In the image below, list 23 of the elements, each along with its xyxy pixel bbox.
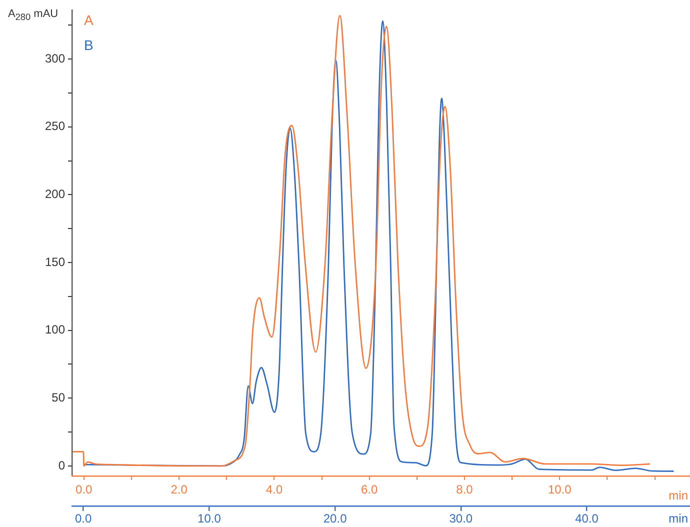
x2-tick-label: 2.0 [170,482,188,497]
x-tick-label: 0.0 [74,512,92,526]
x-tick-label: 10.0 [198,512,222,526]
x2-tick-label: 4.0 [266,482,283,497]
x2-axis-title: min [668,488,688,502]
y-axis-title: A$_{280}$ mAU [8,8,58,22]
y-tick-label: 250 [44,119,66,134]
text: B [84,36,94,55]
y-tick-label: 50 [52,390,66,404]
y-tick-label: 200 [44,186,66,201]
x-tick-label: 20.0 [323,512,348,526]
y-tick-label: 100 [44,322,66,337]
x2-tick-label: 10.0 [548,482,572,497]
x2-tick-label: 6.0 [361,482,378,497]
y-tick-label: 300 [44,51,66,66]
y-tick-label: 0 [58,458,66,472]
x-tick-label: 30.0 [449,512,473,526]
x2-tick-label: 0.0 [76,482,93,497]
text: A [84,11,94,30]
x2-tick-label: 8.0 [456,482,474,497]
y-tick-label: 150 [44,254,66,269]
x-tick-label: 40.0 [575,512,599,526]
x-axis-title: min [668,511,688,526]
